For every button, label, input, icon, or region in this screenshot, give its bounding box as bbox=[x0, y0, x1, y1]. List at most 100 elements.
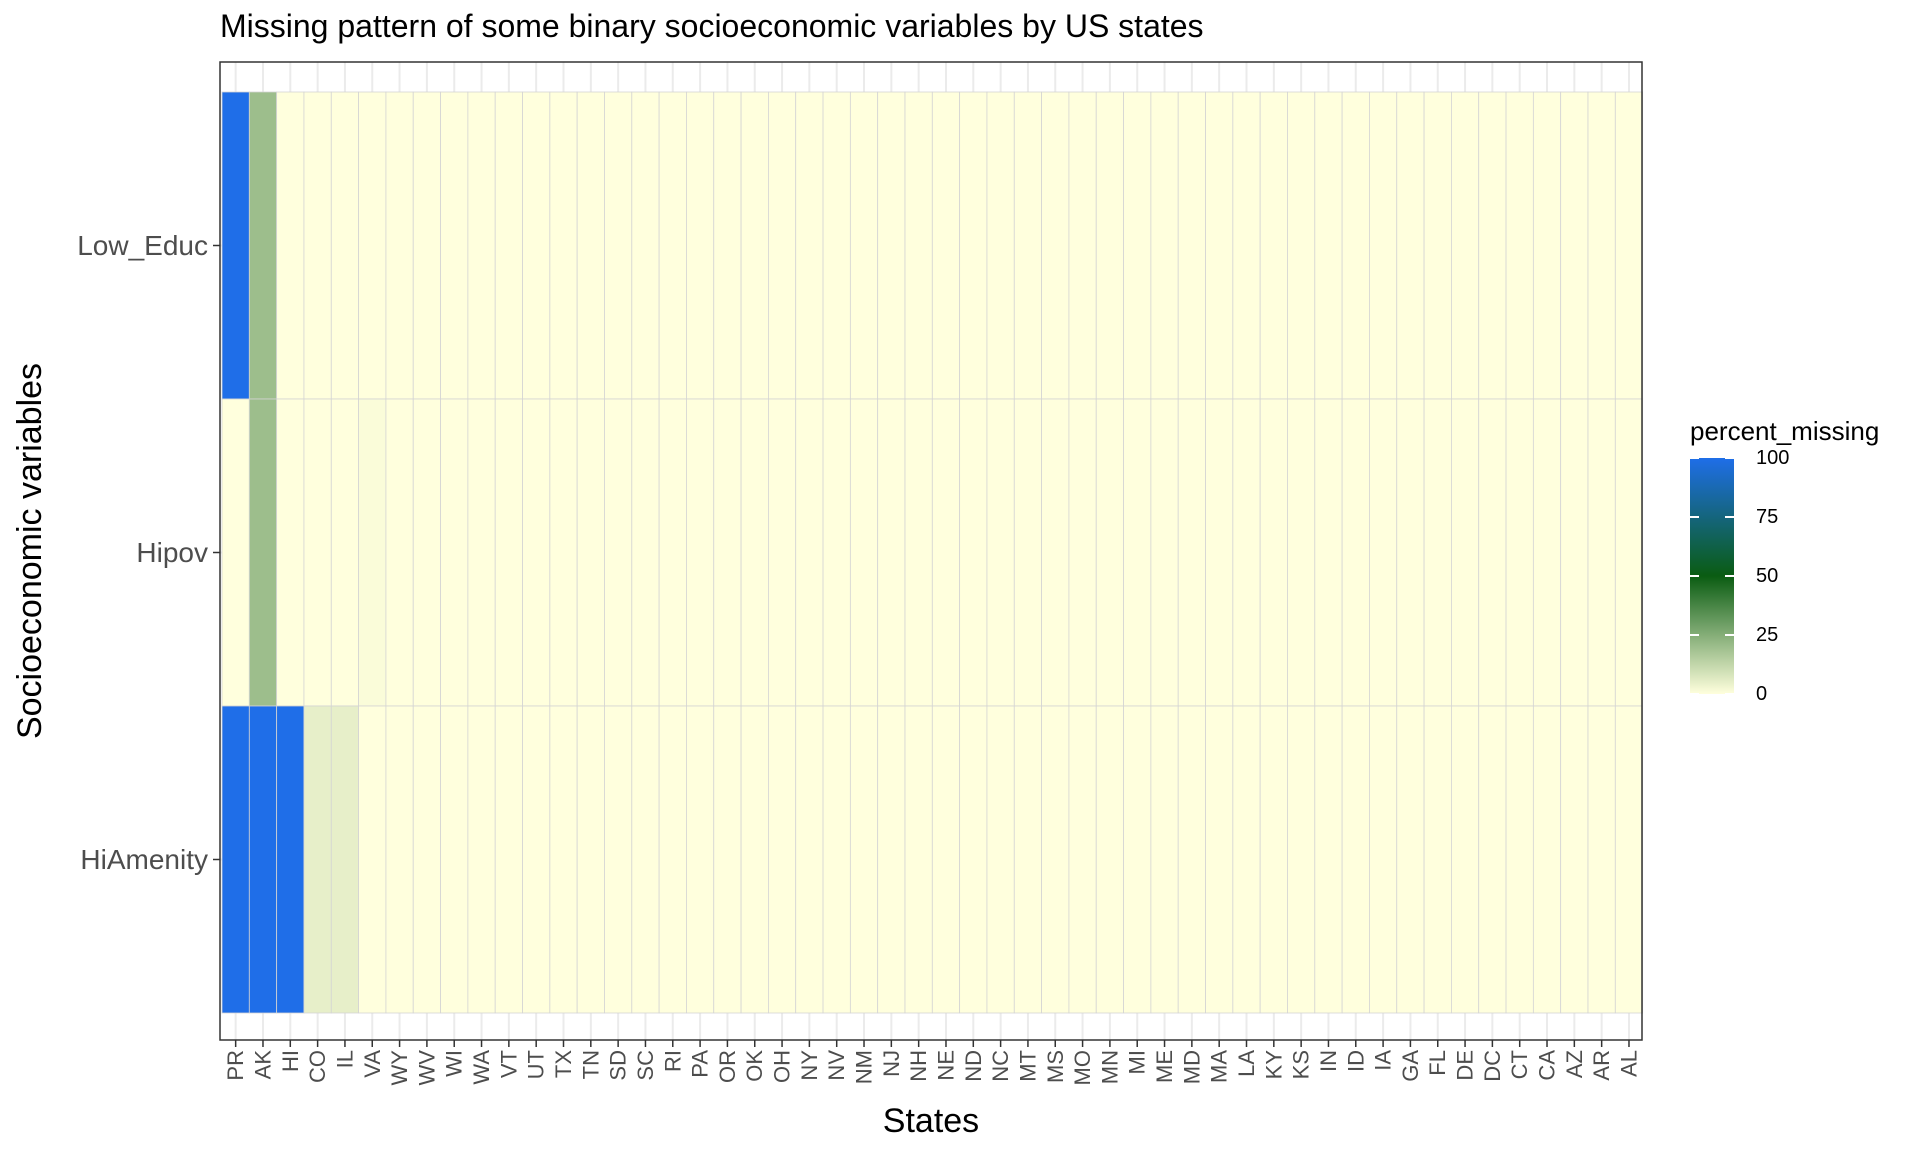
heatmap-cell bbox=[959, 705, 988, 1014]
heatmap-cell bbox=[1232, 91, 1261, 400]
heatmap-cell bbox=[330, 398, 359, 707]
heatmap-cell bbox=[1068, 91, 1097, 400]
x-tick-label: DC bbox=[1480, 1050, 1505, 1082]
heatmap-cell bbox=[494, 398, 523, 707]
x-tick-label: TN bbox=[578, 1050, 603, 1079]
x-tick-label: IL bbox=[332, 1050, 357, 1068]
heatmap-cell bbox=[877, 705, 906, 1014]
heatmap-cell bbox=[959, 91, 988, 400]
x-tick-label: OR bbox=[715, 1050, 740, 1083]
x-tick-label: NE bbox=[933, 1050, 958, 1081]
heatmap-cell bbox=[1341, 91, 1370, 400]
heatmap-cell bbox=[1478, 705, 1507, 1014]
heatmap-cell bbox=[522, 398, 551, 707]
legend-tick-label: 50 bbox=[1756, 565, 1779, 587]
heatmap-cell bbox=[1013, 91, 1043, 400]
x-tick-label: NY bbox=[797, 1050, 822, 1081]
x-tick-label: AK bbox=[250, 1050, 275, 1080]
heatmap-cell bbox=[1150, 398, 1179, 707]
heatmap-cell bbox=[1396, 91, 1425, 400]
heatmap-cell bbox=[768, 705, 797, 1014]
x-tick-label: ID bbox=[1343, 1050, 1368, 1072]
heatmap-cell bbox=[1205, 398, 1234, 707]
heatmap-cell bbox=[1041, 398, 1070, 707]
x-tick-label: OH bbox=[770, 1050, 795, 1083]
heatmap-cell bbox=[604, 705, 633, 1014]
x-tick-label: FL bbox=[1425, 1050, 1450, 1076]
heatmap-cell bbox=[1259, 705, 1288, 1014]
x-tick-label: NJ bbox=[879, 1050, 904, 1077]
x-tick-label: NC bbox=[988, 1050, 1013, 1082]
x-tick-label: DE bbox=[1453, 1050, 1478, 1081]
heatmap-cell bbox=[522, 705, 551, 1014]
heatmap-cell bbox=[412, 91, 441, 400]
heatmap-cell bbox=[877, 398, 906, 707]
x-tick-label: CA bbox=[1535, 1050, 1560, 1081]
x-tick-label: ME bbox=[1152, 1050, 1177, 1083]
heatmap-cell bbox=[768, 91, 797, 400]
heatmap-cell bbox=[1287, 91, 1316, 400]
heatmap-cell bbox=[1505, 705, 1534, 1014]
heatmap-cell bbox=[1259, 91, 1288, 400]
heatmap-cell bbox=[1396, 705, 1425, 1014]
heatmap-cell bbox=[1614, 398, 1644, 707]
heatmap-cell bbox=[440, 91, 469, 400]
x-tick-label: RI bbox=[660, 1050, 685, 1072]
heatmap-cell bbox=[931, 705, 961, 1014]
x-tick-label: WY bbox=[387, 1050, 412, 1086]
heatmap-cell bbox=[1232, 705, 1261, 1014]
heatmap-cell bbox=[713, 91, 742, 400]
x-tick-label: MS bbox=[1043, 1050, 1068, 1083]
heatmap-cell bbox=[1451, 91, 1480, 400]
chart-title: Missing pattern of some binary socioecon… bbox=[220, 8, 1204, 44]
x-tick-label: NV bbox=[824, 1050, 849, 1081]
heatmap-cell bbox=[1396, 398, 1425, 707]
heatmap-cell bbox=[822, 398, 851, 707]
x-tick-label: IN bbox=[1316, 1050, 1341, 1072]
heatmap-cell bbox=[576, 705, 605, 1014]
heatmap-cell bbox=[467, 705, 496, 1014]
x-tick-label: NH bbox=[906, 1050, 931, 1082]
legend-tick-label: 25 bbox=[1756, 624, 1779, 646]
heatmap-cell bbox=[494, 91, 523, 400]
plot-border bbox=[219, 61, 1643, 1041]
heatmap-cell bbox=[822, 705, 851, 1014]
heatmap-cell bbox=[467, 91, 496, 400]
heatmap-cell bbox=[276, 91, 305, 400]
heatmap-cell bbox=[1587, 705, 1616, 1014]
x-tick-label: MI bbox=[1125, 1050, 1150, 1074]
heatmap-cell bbox=[276, 705, 305, 1014]
heatmap-cell bbox=[549, 91, 578, 400]
heatmap-cell bbox=[330, 91, 359, 400]
x-tick-label: NM bbox=[852, 1050, 877, 1084]
x-tick-label: MT bbox=[1015, 1050, 1040, 1082]
x-tick-label: CT bbox=[1507, 1050, 1532, 1079]
heatmap-cell bbox=[1068, 398, 1097, 707]
heatmap-cell bbox=[1369, 91, 1398, 400]
heatmap-cell bbox=[522, 91, 551, 400]
heatmap-cell bbox=[221, 398, 250, 707]
x-tick-label: IA bbox=[1371, 1050, 1396, 1071]
y-tick-label: Low_Educ bbox=[77, 230, 208, 261]
heatmap-cell bbox=[1587, 91, 1616, 400]
heatmap-cell bbox=[1560, 705, 1589, 1014]
heatmap-cell bbox=[385, 705, 414, 1014]
heatmap-cell bbox=[740, 705, 769, 1014]
heatmap-cell bbox=[686, 705, 715, 1014]
x-tick-label: CO bbox=[305, 1050, 330, 1083]
heatmap-cell bbox=[1123, 91, 1152, 400]
heatmap-cell bbox=[221, 705, 250, 1014]
heatmap-cell bbox=[1423, 91, 1452, 400]
x-tick-label: AR bbox=[1589, 1050, 1614, 1081]
heatmap-cell bbox=[358, 398, 387, 707]
y-tick-label: HiAmenity bbox=[80, 844, 208, 875]
heatmap-cell bbox=[713, 705, 742, 1014]
x-tick-label: SD bbox=[606, 1050, 631, 1081]
heatmap-cell bbox=[1205, 705, 1234, 1014]
heatmap-cell bbox=[303, 398, 332, 707]
heatmap-cell bbox=[549, 398, 578, 707]
heatmap-cell bbox=[576, 398, 605, 707]
heatmap-cell bbox=[1341, 705, 1370, 1014]
heatmap-cell bbox=[1259, 398, 1288, 707]
x-tick-label: MD bbox=[1179, 1050, 1204, 1084]
